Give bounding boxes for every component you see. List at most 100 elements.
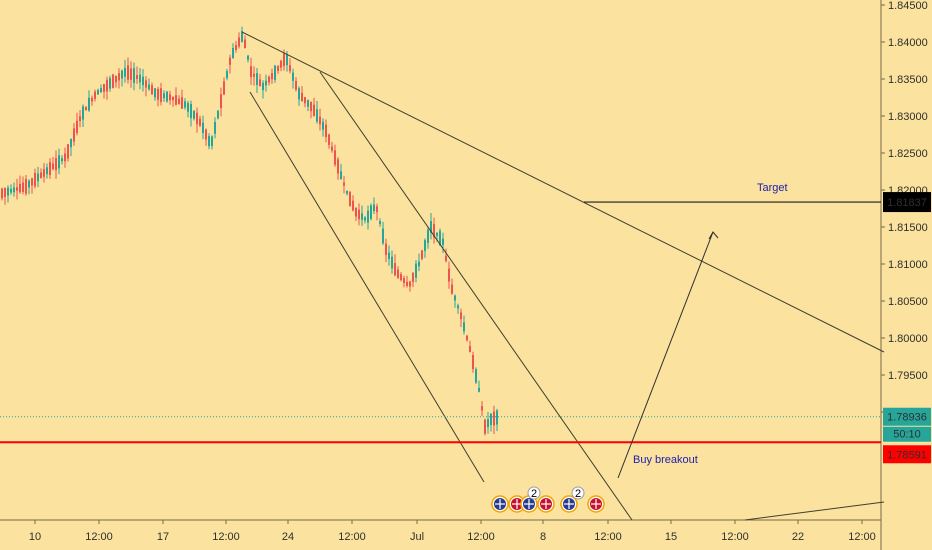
x-tick-label: 17	[157, 531, 169, 543]
candle	[277, 65, 279, 74]
candle	[136, 66, 138, 84]
candle	[139, 68, 141, 90]
candle-body	[280, 60, 282, 68]
candle	[100, 84, 102, 94]
candle-body	[394, 263, 396, 276]
y-tick-label: 1.82500	[888, 148, 928, 160]
candle	[244, 35, 246, 49]
candle-body	[226, 71, 228, 79]
candle-body	[310, 101, 312, 112]
candle	[196, 107, 198, 133]
candle-body	[289, 65, 291, 72]
annotation-target: Target	[757, 182, 788, 194]
candle-body	[208, 136, 210, 147]
candle-body	[304, 96, 306, 104]
candle-body	[124, 67, 126, 77]
candle	[406, 275, 408, 288]
x-tick-label: 12:00	[212, 531, 240, 543]
candle-body	[478, 387, 480, 392]
candle	[262, 80, 264, 99]
candle	[154, 87, 156, 101]
candle	[37, 166, 39, 188]
candle-body	[247, 55, 249, 60]
candle-body	[136, 75, 138, 79]
candle-body	[160, 88, 162, 102]
candle	[160, 82, 162, 106]
candle-body	[340, 171, 342, 180]
candle-body	[454, 295, 456, 301]
candle	[331, 141, 333, 153]
candle	[211, 135, 213, 150]
candle-body	[145, 80, 147, 88]
event-flag-icon	[520, 495, 538, 513]
candle	[16, 178, 18, 200]
candle	[268, 75, 270, 86]
channel-upper-line	[319, 71, 633, 521]
candle	[481, 400, 483, 417]
candle-body	[397, 269, 399, 278]
candle	[451, 278, 453, 295]
candle	[49, 158, 51, 179]
candle	[295, 77, 297, 92]
candle	[352, 195, 354, 212]
x-tick-label: 12:00	[594, 531, 622, 543]
candle	[454, 294, 456, 308]
candle	[412, 272, 414, 288]
candle	[247, 54, 249, 63]
candle-body	[25, 178, 27, 194]
candle-body	[118, 73, 120, 81]
candle	[223, 77, 225, 96]
candle-body	[415, 263, 417, 278]
candle-body	[496, 410, 498, 425]
candle-body	[385, 243, 387, 255]
candle	[172, 96, 174, 107]
candle-body	[76, 120, 78, 134]
candle-body	[346, 190, 348, 194]
candle	[193, 110, 195, 121]
candle-body	[199, 118, 201, 126]
candle-body	[85, 106, 87, 111]
candle	[304, 96, 306, 108]
candle-body	[202, 122, 204, 133]
candle-body	[43, 169, 45, 177]
candle-body	[493, 411, 495, 426]
candle	[397, 266, 399, 280]
candle-body	[169, 94, 171, 101]
candle	[403, 275, 405, 288]
candle-body	[409, 281, 411, 287]
candle	[349, 191, 351, 207]
candle	[31, 177, 33, 194]
candle-body	[61, 158, 63, 162]
x-tick-label: 22	[792, 531, 804, 543]
candle	[418, 253, 420, 272]
candle-body	[142, 76, 144, 86]
candle	[427, 226, 429, 249]
candle-body	[214, 121, 216, 134]
candle-body	[10, 188, 12, 193]
candle-body	[313, 104, 315, 116]
event-flag-icon	[587, 495, 605, 513]
candle-body	[325, 124, 327, 137]
candle-body	[403, 278, 405, 283]
y-tick-label: 1.83000	[888, 111, 928, 123]
candle	[70, 138, 72, 157]
candle	[340, 163, 342, 180]
candle-body	[283, 53, 285, 67]
candle-body	[292, 72, 294, 81]
candle-body	[241, 31, 243, 42]
candle	[394, 254, 396, 277]
target-price-tag-bg	[883, 192, 931, 213]
candle	[415, 259, 417, 283]
upper-trendline	[241, 31, 885, 353]
candle-body	[196, 112, 198, 125]
candle-body	[100, 88, 102, 93]
candle	[316, 100, 318, 124]
event-count-text: 2	[531, 488, 537, 500]
y-tick-label: 1.81500	[888, 222, 928, 234]
candle	[256, 68, 258, 94]
current-price-tag: 1.78936	[887, 412, 927, 424]
candle-body	[361, 213, 363, 220]
candle-body	[82, 106, 84, 120]
